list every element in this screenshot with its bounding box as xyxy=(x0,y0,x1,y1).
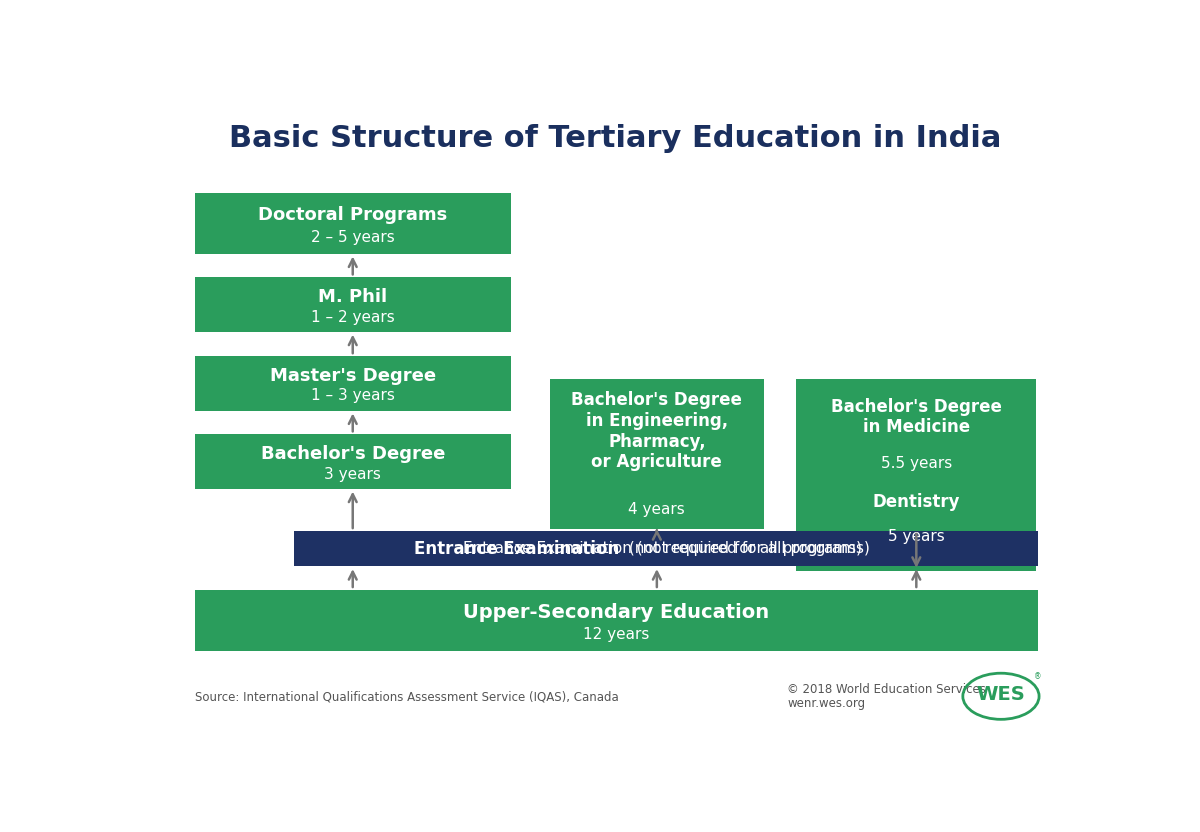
Text: 5 years: 5 years xyxy=(888,528,944,543)
Text: 4 years: 4 years xyxy=(629,502,685,517)
Bar xyxy=(797,379,1037,571)
Text: Bachelor's Degree: Bachelor's Degree xyxy=(260,445,445,463)
Bar xyxy=(194,277,511,332)
Text: 2 – 5 years: 2 – 5 years xyxy=(311,230,395,245)
Text: Doctoral Programs: Doctoral Programs xyxy=(258,206,448,225)
Text: Dentistry: Dentistry xyxy=(872,493,960,511)
Text: 1 – 2 years: 1 – 2 years xyxy=(311,310,395,324)
Text: ®: ® xyxy=(1034,672,1042,681)
Text: 1 – 3 years: 1 – 3 years xyxy=(311,389,395,404)
Text: Upper-Secondary Education: Upper-Secondary Education xyxy=(463,603,769,622)
Bar xyxy=(550,379,763,529)
Bar xyxy=(194,434,511,488)
Text: 5.5 years: 5.5 years xyxy=(881,456,952,471)
Text: 3 years: 3 years xyxy=(324,467,382,482)
Bar xyxy=(294,531,1038,567)
Text: WES: WES xyxy=(977,685,1025,704)
Text: © 2018 World Education Services: © 2018 World Education Services xyxy=(787,683,986,696)
Text: Source: International Qualifications Assessment Service (IQAS), Canada: Source: International Qualifications Ass… xyxy=(194,691,618,703)
Text: (not required for all programs): (not required for all programs) xyxy=(624,541,863,556)
Text: wenr.wes.org: wenr.wes.org xyxy=(787,697,865,710)
Bar xyxy=(194,590,1038,651)
Text: Bachelor's Degree
in Engineering,
Pharmacy,
or Agriculture: Bachelor's Degree in Engineering, Pharma… xyxy=(571,391,743,472)
Text: Master's Degree: Master's Degree xyxy=(270,367,436,385)
Text: 12 years: 12 years xyxy=(583,626,649,641)
Text: Bachelor's Degree
in Medicine: Bachelor's Degree in Medicine xyxy=(830,398,1002,436)
Bar xyxy=(294,531,1038,567)
Text: M. Phil: M. Phil xyxy=(318,289,388,306)
Text: Entrance Examination (not required for all programs): Entrance Examination (not required for a… xyxy=(463,541,870,556)
Bar xyxy=(194,193,511,254)
Bar xyxy=(194,356,511,410)
Text: Entrance Examination: Entrance Examination xyxy=(414,540,619,557)
Text: Basic Structure of Tertiary Education in India: Basic Structure of Tertiary Education in… xyxy=(229,124,1001,153)
